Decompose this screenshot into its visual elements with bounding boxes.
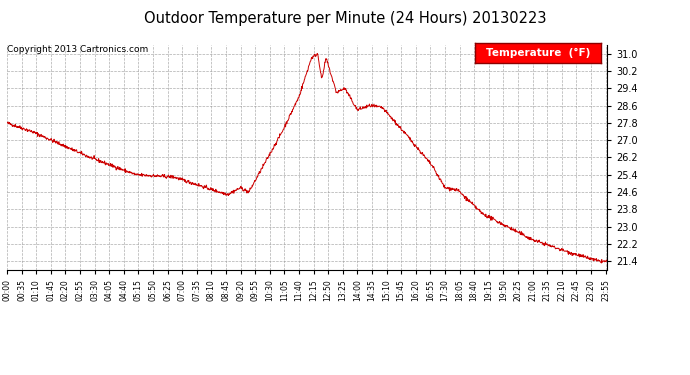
Text: Copyright 2013 Cartronics.com: Copyright 2013 Cartronics.com: [7, 45, 148, 54]
Text: Outdoor Temperature per Minute (24 Hours) 20130223: Outdoor Temperature per Minute (24 Hours…: [144, 11, 546, 26]
